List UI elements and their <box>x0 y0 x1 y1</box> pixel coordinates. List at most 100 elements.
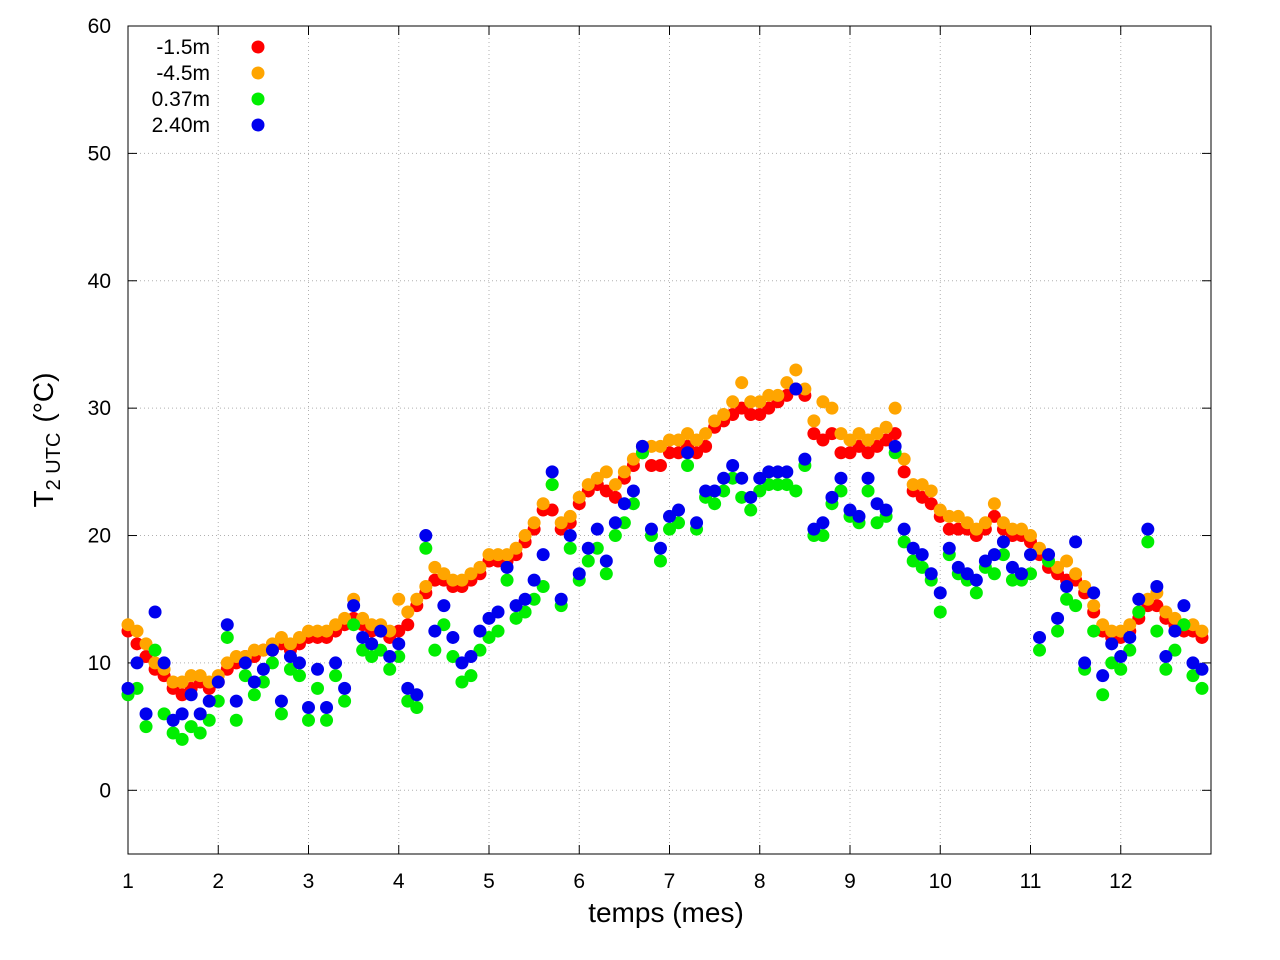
data-point <box>428 560 442 574</box>
data-point <box>906 478 920 492</box>
data-point <box>157 707 171 721</box>
data-point <box>563 509 577 523</box>
svg-text:T2 UTC(°C): T2 UTC (°C) <box>28 373 65 508</box>
data-point <box>491 624 505 638</box>
data-point <box>960 567 974 581</box>
data-point <box>202 694 216 708</box>
data-point <box>365 637 379 651</box>
data-point <box>942 522 956 536</box>
data-point <box>464 669 478 683</box>
data-point <box>256 643 270 657</box>
data-point <box>996 548 1010 562</box>
data-point <box>1195 662 1209 676</box>
x-tick-label: 8 <box>754 870 766 893</box>
data-point <box>699 439 713 453</box>
data-point <box>888 427 902 441</box>
y-tick-label: 10 <box>88 652 111 675</box>
data-point <box>347 599 361 613</box>
data-point <box>401 681 415 695</box>
data-point <box>816 516 830 530</box>
data-point <box>789 363 803 377</box>
data-point <box>753 484 767 498</box>
y-tick-label: 50 <box>88 142 111 165</box>
data-point <box>762 465 776 479</box>
data-point <box>735 471 749 485</box>
data-point <box>383 624 397 638</box>
data-point <box>653 554 667 568</box>
data-point <box>202 675 216 689</box>
data-point <box>924 497 938 511</box>
data-point <box>410 592 424 606</box>
data-point <box>753 395 767 409</box>
data-point <box>1051 624 1065 638</box>
data-point <box>365 650 379 664</box>
data-point <box>897 452 911 466</box>
data-point <box>437 567 451 581</box>
data-point <box>392 592 406 606</box>
data-point <box>455 675 469 689</box>
data-point <box>247 688 261 702</box>
data-point <box>608 490 622 504</box>
data-point <box>500 548 514 562</box>
data-point <box>202 713 216 727</box>
data-point <box>617 465 631 479</box>
data-point <box>726 471 740 485</box>
data-point <box>265 656 279 670</box>
data-point <box>338 611 352 625</box>
data-point <box>1078 656 1092 670</box>
data-point <box>906 541 920 555</box>
data-point <box>635 439 649 453</box>
data-point <box>951 522 965 536</box>
data-point <box>798 452 812 466</box>
y-axis-title-unit: (°C) <box>28 373 59 423</box>
data-point <box>175 675 189 689</box>
data-point <box>247 643 261 657</box>
data-point <box>401 605 415 619</box>
data-point <box>1141 592 1155 606</box>
data-point <box>663 433 676 447</box>
data-point <box>653 439 667 453</box>
data-point <box>996 516 1010 530</box>
data-point <box>572 567 586 581</box>
data-point <box>473 560 487 574</box>
data-point <box>843 503 857 517</box>
data-point <box>1105 656 1119 670</box>
data-point <box>356 611 370 625</box>
data-point <box>1150 579 1164 593</box>
data-point <box>798 382 812 396</box>
data-point <box>527 573 541 587</box>
data-point <box>148 605 162 619</box>
x-tick-label: 10 <box>929 870 952 893</box>
data-point <box>942 541 956 555</box>
y-axis-title-sub: 2 UTC <box>43 433 65 491</box>
data-point <box>1087 599 1101 613</box>
data-point <box>302 624 315 638</box>
data-point <box>1005 522 1019 536</box>
data-point <box>175 732 189 746</box>
data-point <box>852 509 866 523</box>
data-point <box>987 497 1001 511</box>
data-point <box>870 497 884 511</box>
data-point <box>139 707 153 721</box>
legend-marker <box>251 66 265 80</box>
data-point <box>789 382 803 396</box>
data-point <box>1069 599 1083 613</box>
data-point <box>608 529 622 543</box>
data-point <box>644 458 658 472</box>
data-point <box>356 630 370 644</box>
data-point <box>987 567 1001 581</box>
data-point <box>428 573 442 587</box>
data-point <box>924 484 938 498</box>
data-point <box>166 675 180 689</box>
data-point <box>590 471 604 485</box>
data-point <box>1114 650 1128 664</box>
data-point <box>897 465 911 479</box>
data-point <box>1033 643 1047 657</box>
data-point <box>626 484 640 498</box>
data-point <box>1069 535 1083 549</box>
data-point <box>419 541 433 555</box>
data-point <box>1186 656 1200 670</box>
data-point <box>554 516 568 530</box>
data-point <box>1168 611 1182 625</box>
data-point <box>816 433 830 447</box>
